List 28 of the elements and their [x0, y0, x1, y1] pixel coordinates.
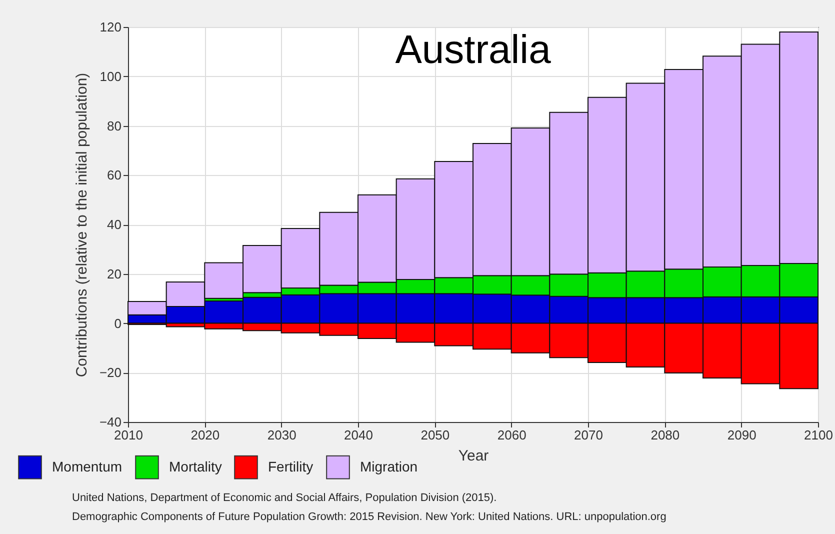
legend-label: Migration: [360, 458, 418, 474]
y-tick-label: 60: [107, 168, 122, 183]
y-tick-label: 120: [100, 20, 122, 34]
text: Demographic Components of Future Population Growth: 2015 Revision. New York: United Nations. URL: unpopulation.org: [72, 510, 666, 525]
y-tick-label: −20: [99, 365, 122, 380]
x-tick-label: 2050: [420, 428, 450, 442]
y-axis-title: Contributions (relative to the initial population): [73, 72, 90, 378]
chart-title: Australia: [395, 28, 552, 72]
y-tick-label: −40: [99, 414, 122, 430]
legend-label: Fertility: [268, 458, 314, 474]
x-tick-label: 2080: [650, 428, 680, 442]
y-tick-label: 20: [107, 266, 122, 282]
x-tick-label: 2020: [190, 428, 220, 442]
x-tick-label: 2040: [344, 428, 373, 442]
y-tick-label: 0: [114, 316, 122, 331]
x-tick-label: 2060: [497, 428, 526, 442]
y-tick-label: 80: [107, 118, 122, 134]
x-tick-label: 2100: [804, 428, 833, 442]
legend-label: Momentum: [52, 458, 122, 474]
x-tick-label: 2030: [267, 428, 296, 442]
legend-label: Mortality: [169, 458, 222, 474]
y-tick-label: 100: [100, 68, 122, 84]
x-axis-title: Year: [458, 448, 489, 464]
x-tick-label: 2070: [574, 428, 603, 442]
text: United Nations, Department of Economic and Social Affairs, Population Division (2015).: [72, 491, 498, 506]
x-tick-label: 2010: [114, 428, 143, 442]
x-tick-label: 2090: [727, 428, 756, 442]
y-tick-label: 40: [107, 217, 122, 232]
